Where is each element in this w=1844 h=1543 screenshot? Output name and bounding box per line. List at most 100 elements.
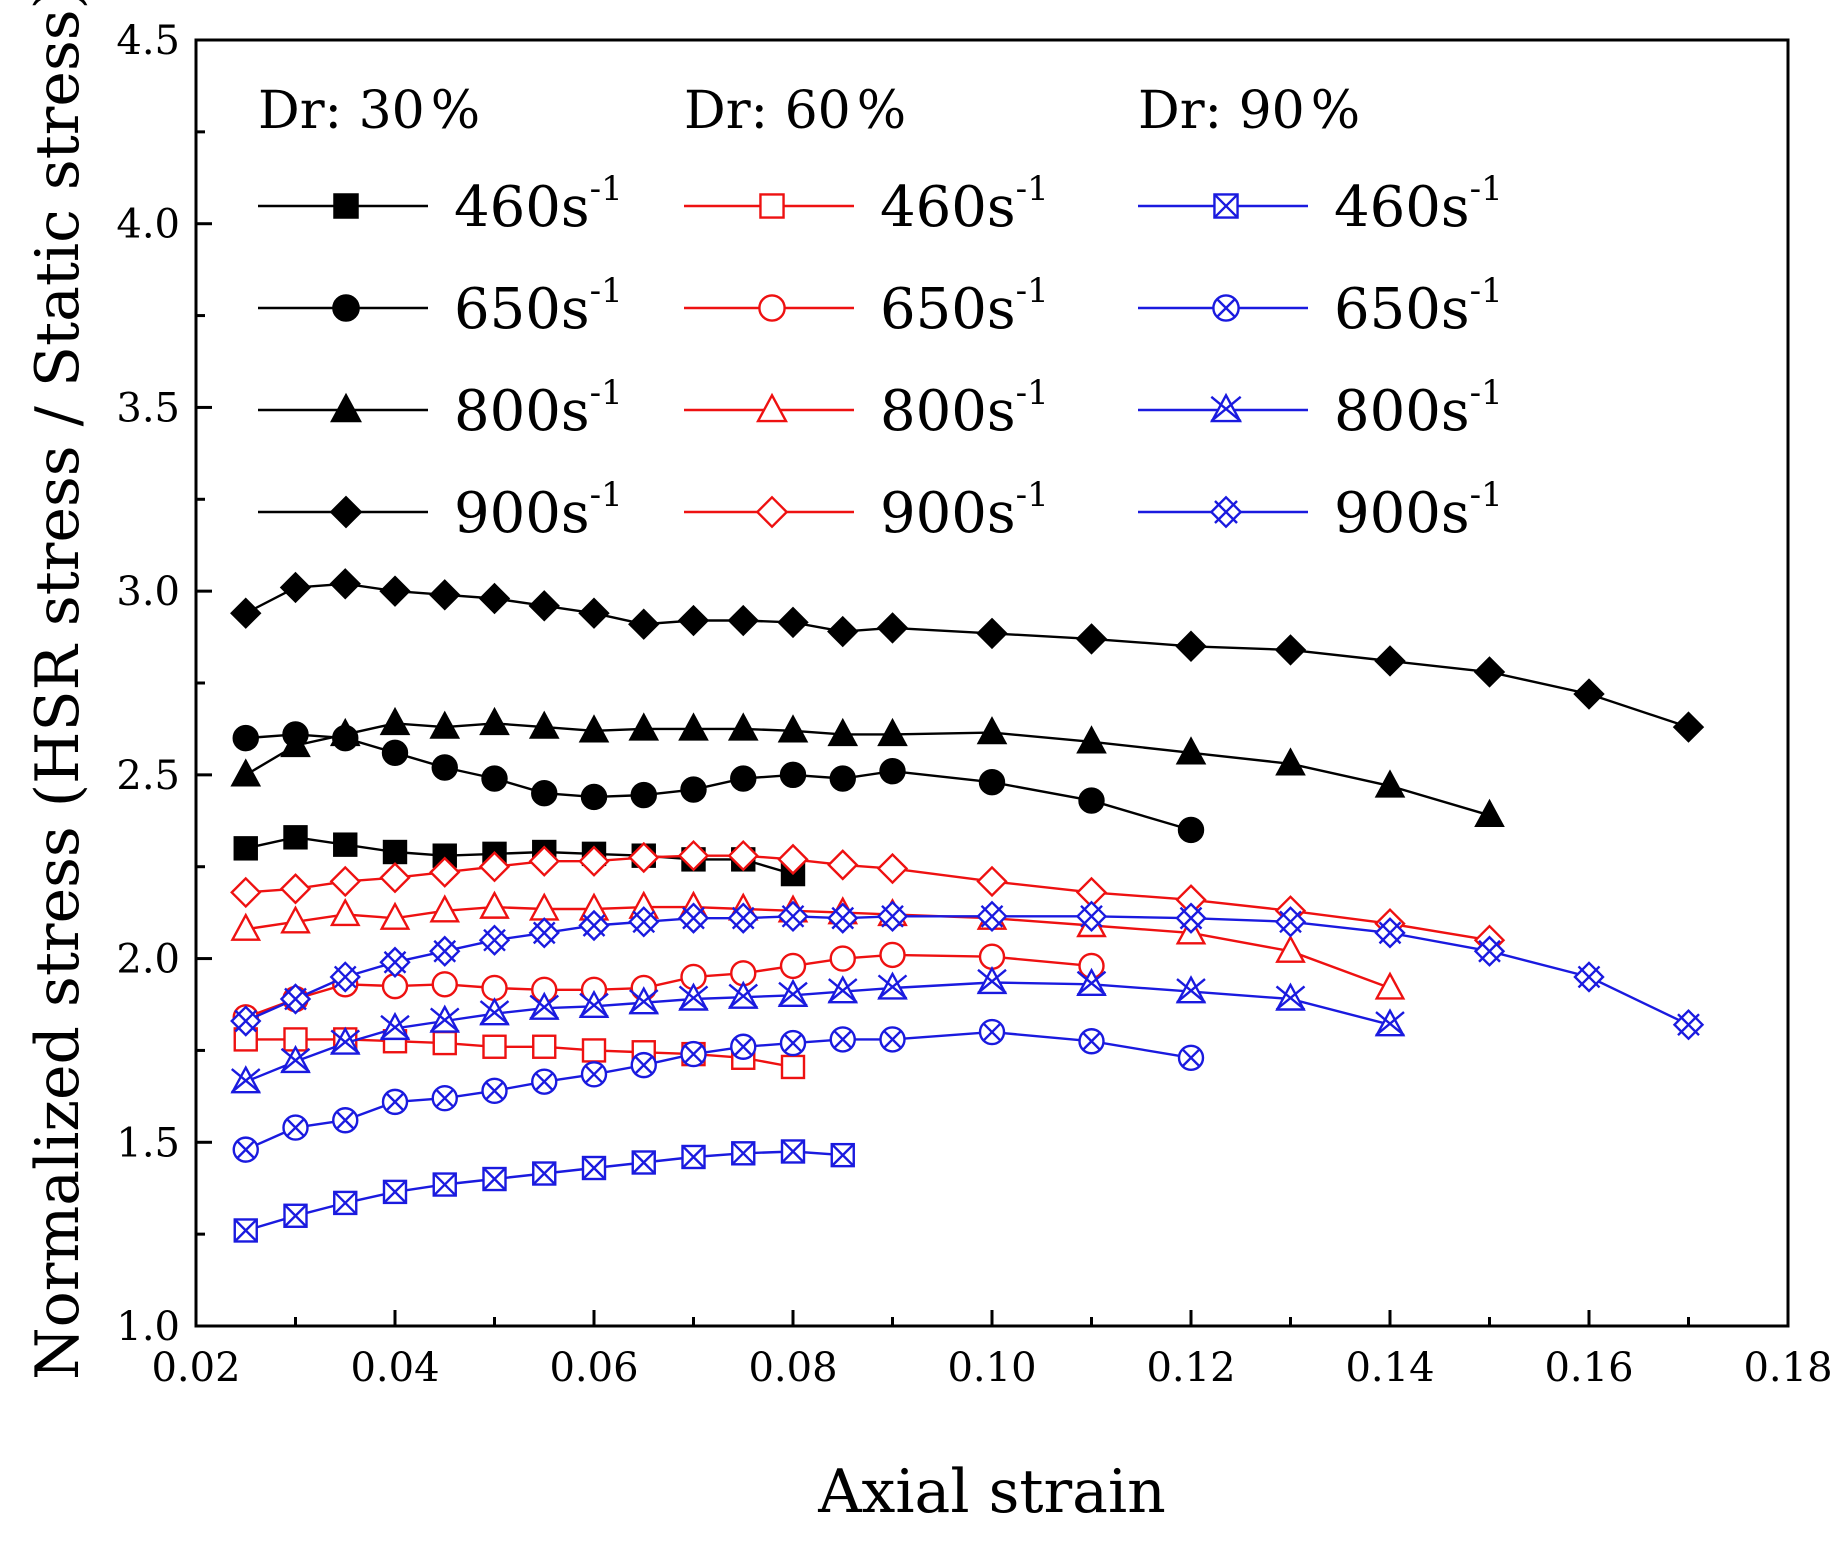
data-point	[429, 710, 461, 739]
data-point	[332, 294, 360, 322]
data-point	[1474, 798, 1505, 827]
legend-label: 460s-1	[1334, 169, 1503, 240]
data-point	[1075, 900, 1108, 933]
legend: Dr: 30% Dr: 60% Dr: 90 % 460s-1 650s-1 800s-1 9…	[258, 81, 1503, 546]
data-point	[1573, 678, 1605, 710]
data-point	[479, 706, 510, 736]
data-point	[1275, 747, 1306, 776]
legend-item: 650s-1	[1138, 271, 1503, 342]
series	[233, 1139, 855, 1243]
data-point	[830, 1142, 855, 1168]
y-tick-label: 3.0	[116, 569, 180, 615]
data-point	[978, 1018, 1006, 1046]
data-point	[581, 1155, 607, 1181]
data-point	[528, 845, 560, 877]
data-point	[681, 1144, 706, 1170]
series-line	[245, 582, 1689, 729]
data-point	[879, 941, 906, 969]
data-point	[381, 739, 409, 767]
data-point	[680, 776, 707, 803]
data-point	[756, 392, 788, 423]
legend-label: 650s-1	[454, 271, 623, 342]
series	[232, 1018, 1205, 1163]
data-point	[877, 717, 908, 747]
data-point	[432, 1030, 457, 1056]
data-point	[230, 758, 262, 787]
data-point	[578, 845, 610, 877]
data-point	[429, 935, 461, 967]
legend-item: 800s-1	[684, 373, 1049, 444]
series	[230, 965, 1406, 1094]
data-point	[580, 1061, 608, 1088]
data-point	[827, 975, 859, 1004]
data-point	[431, 971, 458, 998]
data-point	[432, 1172, 457, 1197]
data-point	[279, 983, 312, 1015]
data-point	[580, 783, 608, 811]
series-line	[245, 953, 1092, 1019]
data-point	[478, 924, 511, 956]
y-tick-label: 2.0	[116, 937, 180, 983]
data-point	[481, 974, 508, 1002]
data-point	[631, 1150, 656, 1175]
data-point	[329, 961, 361, 993]
series	[230, 568, 1705, 743]
data-point	[230, 1005, 262, 1037]
data-point	[827, 902, 859, 934]
data-point	[429, 1004, 461, 1033]
data-point	[730, 1033, 757, 1060]
data-point	[230, 912, 262, 941]
data-point	[1175, 975, 1207, 1004]
data-point	[329, 717, 361, 747]
legend-item: 800s-1	[1138, 373, 1503, 444]
data-point	[379, 575, 411, 607]
data-point	[431, 754, 458, 781]
data-point	[1672, 1009, 1705, 1041]
data-point	[779, 1029, 807, 1057]
data-point	[779, 952, 807, 980]
legend-label: 460s-1	[454, 169, 623, 240]
data-point	[727, 902, 759, 934]
data-point	[482, 1034, 507, 1059]
x-tick-label: 0.12	[1146, 1345, 1235, 1391]
data-point	[479, 890, 510, 919]
data-point	[431, 1084, 458, 1112]
data-point	[1275, 982, 1306, 1011]
data-point	[1473, 935, 1506, 967]
legend-item: 650s-1	[258, 271, 623, 342]
y-tick-label: 4.0	[116, 202, 180, 248]
data-point	[678, 712, 709, 741]
data-point	[1473, 656, 1506, 688]
data-point	[677, 604, 710, 637]
data-point	[379, 1011, 411, 1041]
data-point	[876, 900, 909, 933]
data-point	[1374, 1008, 1406, 1037]
data-point	[230, 876, 262, 909]
data-point	[528, 590, 560, 622]
data-point	[628, 906, 660, 938]
data-point	[478, 582, 511, 615]
data-point	[379, 946, 411, 978]
data-point	[280, 1044, 311, 1074]
data-point	[329, 897, 361, 927]
data-point	[531, 780, 558, 807]
data-point	[329, 495, 363, 529]
data-point	[232, 724, 259, 752]
data-point	[1672, 711, 1705, 743]
data-point	[877, 971, 908, 1000]
data-point	[1374, 769, 1406, 798]
data-point	[876, 852, 909, 885]
x-tick-label: 0.14	[1345, 1345, 1434, 1391]
data-point	[727, 839, 759, 872]
x-tick-label: 0.06	[549, 1345, 638, 1391]
data-point	[677, 902, 710, 934]
data-point	[280, 728, 311, 758]
data-point	[1075, 623, 1108, 655]
data-point	[777, 978, 809, 1008]
data-point	[232, 1136, 259, 1163]
data-point	[876, 612, 909, 644]
data-point	[429, 894, 461, 923]
data-point	[680, 1040, 707, 1068]
data-point	[1177, 1044, 1205, 1071]
